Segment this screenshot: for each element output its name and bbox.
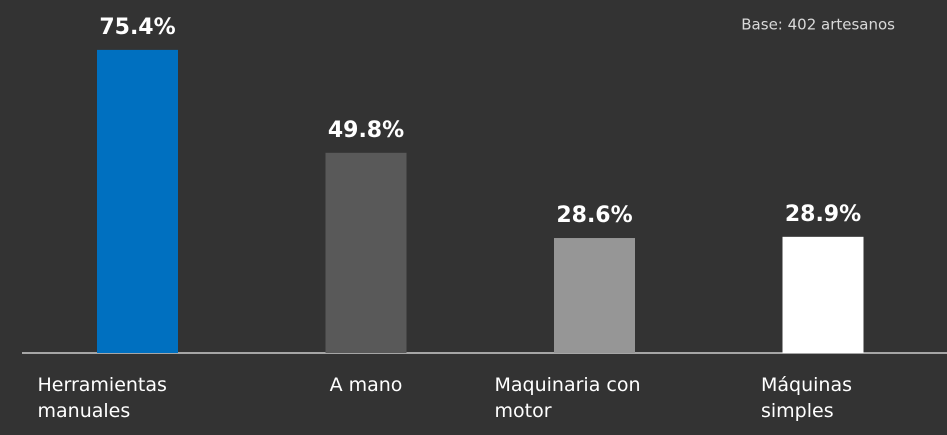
value-label: 28.9% <box>785 202 861 227</box>
annotation: Base: 402 artesanos <box>741 16 895 34</box>
value-label: 49.8% <box>328 118 404 143</box>
bar <box>782 236 864 353</box>
value-label: 28.6% <box>556 203 632 228</box>
category-label: Máquinas simples <box>761 374 853 422</box>
bar <box>325 152 407 353</box>
value-label: 75.4% <box>99 15 175 40</box>
bar <box>97 49 178 353</box>
bar <box>554 238 635 353</box>
category-label: Herramientas manuales <box>37 374 167 422</box>
category-label: Maquinaria con motor <box>494 374 641 422</box>
category-label: A mano <box>329 374 403 396</box>
